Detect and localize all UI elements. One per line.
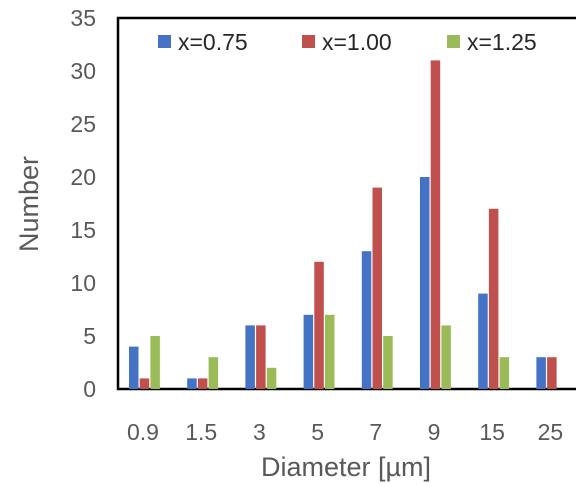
x-axis-title: Diameter [µm]: [261, 452, 431, 482]
bar: [361, 251, 372, 389]
x-tick-label: 1.5: [185, 419, 217, 445]
x-tick-label: 3: [253, 419, 266, 445]
legend-swatch: [158, 35, 171, 48]
bar: [266, 367, 277, 389]
bar: [536, 357, 546, 389]
bar: [547, 357, 557, 389]
x-tick-label: 9: [428, 419, 441, 445]
legend: x=0.75 x=1.00 x=1.25: [158, 29, 537, 55]
y-tick-label: 30: [70, 58, 96, 84]
bar: [197, 378, 208, 389]
y-tick-label: 15: [70, 217, 96, 243]
bar: [150, 336, 160, 389]
bar: [372, 187, 382, 389]
legend-swatch: [447, 35, 460, 48]
bar: [430, 60, 441, 390]
y-tick-label: 10: [70, 270, 96, 296]
bar: [256, 325, 266, 389]
bar: [383, 336, 393, 389]
x-axis-ticks: 0.9 1.5 3 5 7 9 15 25: [127, 419, 563, 445]
y-tick-label: 0: [83, 376, 96, 402]
bar: [139, 378, 150, 389]
bar: [325, 314, 335, 389]
legend-label: x=1.25: [467, 29, 537, 55]
bar: [314, 261, 324, 389]
bar: [478, 293, 488, 389]
legend-label: x=1.00: [322, 29, 392, 55]
y-axis-ticks: 0 5 10 15 20 25 30 35: [70, 5, 96, 402]
bar: [129, 346, 139, 389]
bar: [420, 177, 430, 389]
x-tick-label: 5: [311, 419, 324, 445]
bars: [129, 60, 557, 390]
bar: [208, 357, 219, 389]
y-tick-label: 20: [70, 164, 96, 190]
y-tick-label: 35: [70, 5, 96, 31]
bar: [245, 325, 255, 389]
bar: [499, 357, 510, 389]
plot-area-frame: [116, 16, 576, 391]
bar: [187, 378, 197, 389]
bar: [488, 208, 499, 389]
x-tick-label: 15: [479, 419, 505, 445]
bar: [303, 314, 314, 389]
legend-label: x=0.75: [178, 29, 248, 55]
bar: [441, 325, 451, 389]
y-axis-title: Number: [14, 156, 44, 252]
x-tick-label: 25: [538, 419, 564, 445]
y-tick-label: 25: [70, 111, 96, 137]
y-tick-label: 5: [83, 323, 96, 349]
x-tick-label: 7: [369, 419, 382, 445]
legend-swatch: [302, 35, 315, 48]
x-tick-label: 0.9: [127, 419, 159, 445]
